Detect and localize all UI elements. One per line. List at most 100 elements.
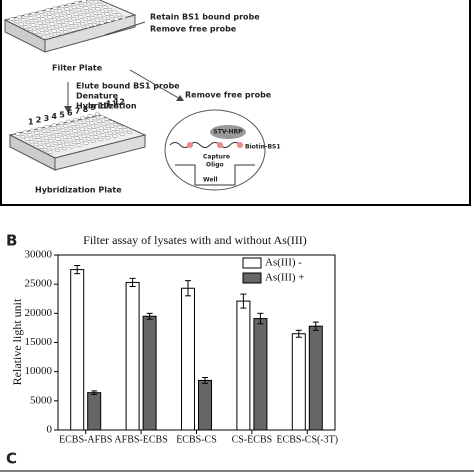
plate-well — [68, 9, 75, 14]
y-tick-label: 15000 — [25, 336, 53, 348]
plate-well — [80, 10, 87, 15]
x-tick-label: ECBS-CS(-3T) — [276, 434, 338, 445]
dot — [187, 142, 193, 148]
plate-well — [101, 122, 107, 126]
plate-well — [21, 18, 27, 22]
plate-well — [90, 4, 96, 8]
plate-well — [119, 132, 125, 136]
plate-well — [71, 5, 77, 9]
plate-well — [98, 126, 104, 130]
plate-well — [52, 141, 59, 146]
label: Retain BS1 bound probe — [150, 13, 260, 22]
plate-well — [75, 19, 81, 23]
plate-well — [51, 123, 57, 127]
plate-well — [67, 126, 74, 131]
dot — [237, 142, 243, 148]
plate-well — [73, 12, 79, 16]
well — [175, 164, 255, 186]
label: Biotin-BS1 — [245, 144, 281, 151]
bar — [308, 325, 323, 431]
plate-well — [102, 5, 108, 9]
plate-well — [97, 2, 104, 7]
plate-well — [89, 15, 96, 20]
bar — [125, 281, 140, 431]
plate-well — [81, 134, 87, 138]
y-label: Relative light unit — [10, 298, 24, 385]
plate-well — [59, 139, 66, 144]
plate-side — [54, 134, 146, 171]
plate-well — [126, 130, 133, 135]
legend-label: As(III) - — [265, 257, 302, 269]
plate-well — [110, 127, 116, 131]
plate-well — [54, 148, 61, 153]
plate-well — [95, 7, 101, 11]
plate-well — [27, 27, 34, 32]
plate-well — [36, 126, 43, 131]
plate-well — [96, 119, 102, 123]
plate-well — [82, 17, 89, 22]
plate-well — [59, 4, 66, 9]
plate-well — [47, 15, 53, 19]
legend-label: As(III) + — [265, 272, 305, 284]
plate-well — [34, 131, 40, 135]
plate-well — [114, 129, 121, 134]
column-number: 6 — [67, 109, 73, 118]
plates — [3, 0, 147, 171]
plate-well — [104, 12, 110, 16]
plate-well — [62, 135, 68, 139]
plate-well — [9, 17, 15, 21]
label: Oligo — [206, 162, 224, 169]
plate-well — [49, 10, 56, 15]
column-number: 7 — [75, 107, 81, 116]
y-tick-label: 25000 — [25, 278, 53, 290]
plate-well — [88, 0, 94, 1]
plate-well — [113, 17, 119, 21]
plate-well — [89, 121, 95, 125]
plate-well — [63, 18, 70, 23]
plate-well — [111, 10, 117, 14]
plate-well — [92, 11, 98, 15]
plate-well — [76, 8, 82, 12]
plate-well — [28, 16, 34, 20]
plate-well — [83, 141, 89, 145]
plate-well — [42, 24, 48, 28]
plate-well — [44, 31, 50, 35]
label: Capture — [203, 154, 230, 161]
plate-well — [40, 140, 47, 145]
plate-well — [87, 114, 93, 118]
column-number: 8 — [83, 105, 89, 114]
plate-well — [47, 150, 53, 154]
column-number: 3 — [44, 114, 50, 123]
plate-well — [79, 127, 85, 131]
plate-well — [61, 146, 68, 151]
plate-well — [120, 15, 127, 20]
plate-well — [31, 135, 38, 140]
bar — [87, 392, 102, 431]
plate-well — [18, 22, 24, 26]
plate-well — [42, 12, 49, 17]
arrow-head — [176, 95, 184, 101]
plate-well — [39, 28, 45, 32]
plate-well — [84, 118, 91, 123]
plate-well — [108, 14, 115, 19]
plate-well — [106, 19, 112, 23]
plate-well — [106, 7, 113, 12]
plate-well — [95, 130, 102, 135]
plate-well — [32, 30, 38, 34]
plate-well — [38, 133, 45, 138]
plate-well — [37, 21, 43, 25]
plate-well — [29, 128, 36, 133]
plate-well — [50, 146, 56, 150]
legend-swatch — [242, 257, 262, 269]
column-number: 11 — [106, 100, 118, 109]
plate-well — [82, 123, 88, 127]
plate-well — [44, 125, 50, 129]
plate-well — [72, 117, 79, 122]
plate-well — [91, 116, 98, 121]
plate-well — [51, 17, 58, 22]
plate-well — [55, 125, 62, 130]
column-number: 12 — [114, 98, 125, 107]
plate-well — [49, 22, 55, 26]
column-number: 1 — [28, 118, 34, 127]
